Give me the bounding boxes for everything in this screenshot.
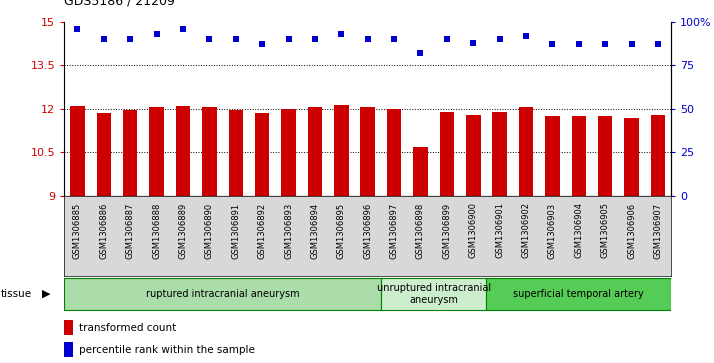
FancyBboxPatch shape <box>64 278 381 310</box>
Text: GSM1306907: GSM1306907 <box>653 203 663 258</box>
Bar <box>571 116 586 196</box>
Text: GSM1306890: GSM1306890 <box>205 203 214 258</box>
Bar <box>202 107 216 196</box>
Point <box>336 31 347 37</box>
Bar <box>413 147 428 196</box>
Text: GSM1306885: GSM1306885 <box>73 203 82 259</box>
Bar <box>149 107 164 196</box>
FancyBboxPatch shape <box>486 278 671 310</box>
Bar <box>228 110 243 196</box>
Point <box>547 41 558 47</box>
Text: ruptured intracranial aneurysm: ruptured intracranial aneurysm <box>146 289 299 299</box>
Point <box>98 36 109 42</box>
Point <box>283 36 294 42</box>
Bar <box>361 107 375 196</box>
Text: GSM1306900: GSM1306900 <box>469 203 478 258</box>
Text: GSM1306889: GSM1306889 <box>178 203 188 259</box>
Bar <box>255 113 269 196</box>
Bar <box>64 320 74 335</box>
Point <box>415 50 426 56</box>
Bar <box>334 105 348 196</box>
Point <box>573 41 585 47</box>
FancyBboxPatch shape <box>381 278 486 310</box>
Point <box>600 41 611 47</box>
Text: GSM1306893: GSM1306893 <box>284 203 293 259</box>
Text: GSM1306887: GSM1306887 <box>126 203 135 259</box>
Bar <box>96 113 111 196</box>
Text: GSM1306902: GSM1306902 <box>521 203 531 258</box>
Point <box>388 36 400 42</box>
Bar <box>624 118 639 196</box>
Text: GSM1306892: GSM1306892 <box>258 203 266 258</box>
Text: GSM1306891: GSM1306891 <box>231 203 241 258</box>
Text: GSM1306903: GSM1306903 <box>548 203 557 258</box>
Point <box>151 31 162 37</box>
Text: GSM1306886: GSM1306886 <box>99 203 109 259</box>
Text: superficial temporal artery: superficial temporal artery <box>513 289 644 299</box>
Text: GSM1306888: GSM1306888 <box>152 203 161 259</box>
Text: ▶: ▶ <box>42 289 51 299</box>
Text: percentile rank within the sample: percentile rank within the sample <box>79 345 256 355</box>
Point <box>230 36 241 42</box>
Point <box>494 36 506 42</box>
Text: GSM1306899: GSM1306899 <box>443 203 451 258</box>
Point <box>468 40 479 46</box>
Text: GSM1306897: GSM1306897 <box>390 203 398 259</box>
Text: GSM1306896: GSM1306896 <box>363 203 372 259</box>
Point <box>256 41 268 47</box>
Bar <box>545 116 560 196</box>
Text: GSM1306901: GSM1306901 <box>495 203 504 258</box>
Point <box>177 26 188 32</box>
Bar <box>493 112 507 196</box>
Text: GSM1306905: GSM1306905 <box>600 203 610 258</box>
Text: GDS5186 / 21209: GDS5186 / 21209 <box>64 0 175 7</box>
Point <box>71 26 83 32</box>
Point <box>521 33 532 38</box>
Text: GSM1306895: GSM1306895 <box>337 203 346 258</box>
Bar <box>519 107 533 196</box>
Point <box>124 36 136 42</box>
Bar <box>64 342 74 357</box>
Text: GSM1306898: GSM1306898 <box>416 203 425 259</box>
Point <box>441 36 453 42</box>
Text: GSM1306904: GSM1306904 <box>574 203 583 258</box>
Text: GSM1306906: GSM1306906 <box>627 203 636 258</box>
Point <box>203 36 215 42</box>
Bar <box>176 106 190 196</box>
Point <box>362 36 373 42</box>
Point <box>626 41 638 47</box>
Text: GSM1306894: GSM1306894 <box>311 203 319 258</box>
Bar <box>466 115 481 196</box>
Bar <box>70 106 85 196</box>
Text: tissue: tissue <box>1 289 32 299</box>
Bar <box>440 112 454 196</box>
Bar <box>281 109 296 196</box>
Bar <box>387 109 401 196</box>
Bar <box>598 116 613 196</box>
Bar <box>308 107 322 196</box>
Text: unruptured intracranial
aneurysm: unruptured intracranial aneurysm <box>376 283 491 305</box>
Point <box>653 41 664 47</box>
Text: transformed count: transformed count <box>79 323 176 333</box>
Bar <box>650 115 665 196</box>
Bar <box>123 110 138 196</box>
Point <box>309 36 321 42</box>
